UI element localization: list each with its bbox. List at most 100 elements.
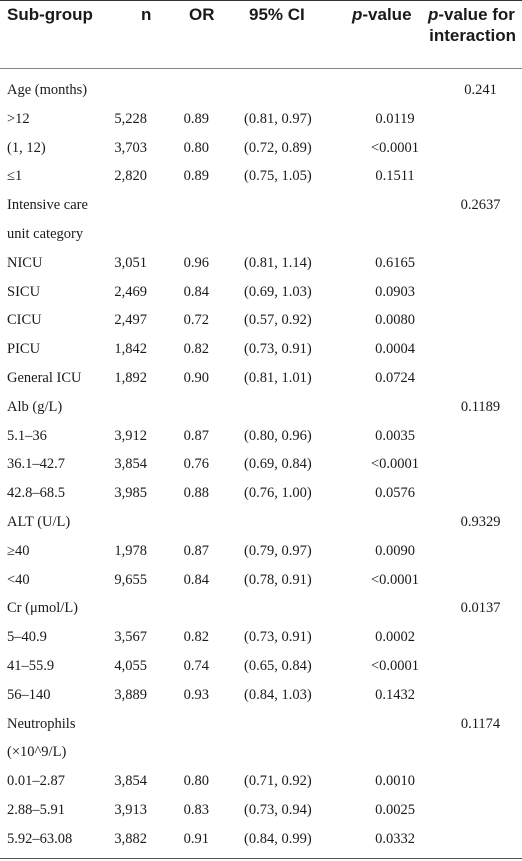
cell-ci: (0.73, 0.94) (244, 802, 312, 818)
cell-p-value (347, 393, 443, 421)
cell-n: 1,978 (114, 542, 147, 559)
cell-p-interaction (443, 450, 518, 478)
header-or: OR (189, 5, 215, 24)
cell-ci: (0.69, 1.03) (244, 283, 312, 300)
table-row: (×10^9/L) (0, 738, 522, 766)
cell-p-interaction (443, 422, 518, 450)
cell-p-interaction (443, 249, 518, 277)
cell-label: Intensive care (7, 197, 88, 214)
cell-or: 0.76 (183, 456, 209, 473)
cell-p-value: 0.6165 (375, 254, 415, 271)
cell-p-value: 0.0035 (375, 427, 415, 444)
cell-p-value (347, 594, 443, 622)
cell-ci: (0.71, 0.92) (244, 773, 312, 790)
cell-p-value: 0.0576 (375, 485, 415, 502)
cell-p-value: 0.0090 (375, 542, 415, 559)
cell-p-value (347, 710, 443, 738)
cell-ci: (0.72, 0.89) (244, 139, 312, 156)
cell-label: ALT (U/L) (7, 514, 71, 530)
cell-label: Neutrophils (7, 715, 76, 732)
cell-p-interaction: 0.241 (464, 82, 497, 98)
cell-or: 0.96 (183, 254, 209, 271)
cell-p-interaction (443, 278, 518, 306)
cell-or: 0.89 (183, 110, 209, 127)
table-row: 2.88–5.91 3,913 0.83 (0.73, 0.94) 0.0025 (0, 796, 522, 824)
cell-n: 3,913 (114, 802, 147, 818)
cell-n: 3,703 (114, 139, 147, 156)
cell-or: 0.88 (183, 485, 209, 502)
header-interaction: p-value for interaction (428, 4, 516, 46)
table-row: ALT (U/L) 0.9329 (0, 508, 522, 536)
cell-or: 0.93 (183, 686, 209, 703)
cell-p-interaction (443, 738, 518, 766)
cell-label: Age (months) (7, 82, 88, 98)
table-row: General ICU 1,892 0.90 (0.81, 1.01) 0.0724 (0, 364, 522, 392)
header-interaction-italic: p (428, 5, 439, 24)
cell-p-interaction (443, 681, 518, 709)
cell-p-interaction (443, 767, 518, 795)
cell-p-interaction (443, 479, 518, 507)
header-p-suffix: -value (362, 5, 412, 24)
cell-n: 3,854 (114, 456, 147, 473)
cell-p-interaction (443, 796, 518, 824)
cell-label: 5–40.9 (7, 629, 47, 646)
cell-ci: (0.81, 0.97) (244, 110, 312, 127)
table-row: 0.01–2.87 3,854 0.80 (0.71, 0.92) 0.0010 (0, 767, 522, 795)
header-interaction-line2: interaction (429, 26, 516, 45)
cell-or: 0.82 (183, 629, 209, 646)
cell-label: 36.1–42.7 (7, 456, 65, 473)
cell-n: 2,497 (114, 312, 147, 329)
cell-p-value: 0.0724 (375, 370, 415, 386)
cell-label: ≥40 (7, 542, 30, 559)
table-row: 56–140 3,889 0.93 (0.84, 1.03) 0.1432 (0, 681, 522, 709)
table-row: unit category (0, 220, 522, 248)
table-row: SICU 2,469 0.84 (0.69, 1.03) 0.0903 (0, 278, 522, 306)
cell-label: SICU (7, 283, 41, 300)
cell-label: 2.88–5.91 (7, 802, 65, 818)
cell-p-value: 0.1511 (375, 168, 415, 185)
cell-ci: (0.57, 0.92) (244, 312, 312, 329)
cell-ci: (0.79, 0.97) (244, 542, 312, 559)
cell-p-interaction (443, 566, 518, 594)
cell-n: 3,985 (114, 485, 147, 502)
table-row: Intensive care 0.2637 (0, 191, 522, 219)
cell-label: (1, 12) (7, 139, 46, 156)
cell-ci: (0.80, 0.96) (244, 427, 312, 444)
header-subgroup: Sub-group (7, 5, 93, 24)
header-interaction-line1: p-value for (428, 5, 515, 24)
cell-p-interaction (443, 364, 518, 392)
cell-label: 0.01–2.87 (7, 773, 65, 790)
table-top-rule (0, 0, 522, 1)
cell-label: 56–140 (7, 686, 51, 703)
cell-p-interaction (443, 825, 518, 853)
header-rule (0, 68, 522, 69)
table-row: 41–55.9 4,055 0.74 (0.65, 0.84) <0.0001 (0, 652, 522, 680)
table-row: (1, 12) 3,703 0.80 (0.72, 0.89) <0.0001 (0, 134, 522, 162)
cell-ci: (0.75, 1.05) (244, 168, 312, 185)
table-row: 36.1–42.7 3,854 0.76 (0.69, 0.84) <0.0001 (0, 450, 522, 478)
cell-label: <40 (7, 571, 30, 588)
cell-n: 3,567 (114, 629, 147, 646)
cell-p-value: 0.1432 (375, 686, 415, 703)
cell-or: 0.84 (183, 283, 209, 300)
table-row: Age (months) 0.241 (0, 76, 522, 104)
cell-label: CICU (7, 312, 42, 329)
cell-ci: (0.81, 1.01) (244, 370, 312, 386)
cell-p-interaction (443, 162, 518, 190)
cell-n: 2,469 (114, 283, 147, 300)
cell-or: 0.72 (183, 312, 209, 329)
table-row: <40 9,655 0.84 (0.78, 0.91) <0.0001 (0, 566, 522, 594)
cell-ci: (0.73, 0.91) (244, 341, 312, 358)
cell-n: 3,912 (114, 427, 147, 444)
table-row: 5.1–36 3,912 0.87 (0.80, 0.96) 0.0035 (0, 422, 522, 450)
cell-or: 0.91 (183, 830, 209, 847)
cell-or: 0.87 (183, 542, 209, 559)
table-row: NICU 3,051 0.96 (0.81, 1.14) 0.6165 (0, 249, 522, 277)
table-row: Cr (μmol/L) 0.0137 (0, 594, 522, 622)
cell-p-value: 0.0010 (375, 773, 415, 790)
cell-label: Alb (g/L) (7, 398, 63, 415)
cell-ci: (0.73, 0.91) (244, 629, 312, 646)
cell-p-interaction: 0.9329 (460, 514, 501, 530)
cell-p-value: <0.0001 (370, 139, 420, 156)
table-row: 42.8–68.5 3,985 0.88 (0.76, 1.00) 0.0576 (0, 479, 522, 507)
